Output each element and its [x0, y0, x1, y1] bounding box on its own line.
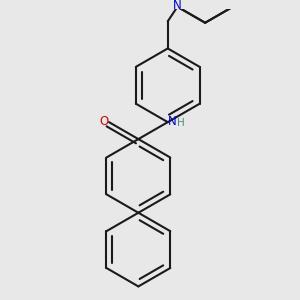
Text: H: H	[177, 118, 185, 128]
Text: O: O	[100, 115, 109, 128]
Text: N: N	[173, 0, 182, 12]
Text: N: N	[168, 115, 177, 128]
